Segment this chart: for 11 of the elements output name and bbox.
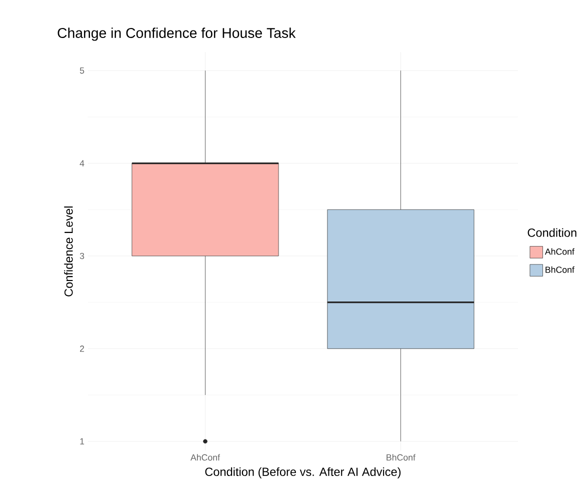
y-tick-label: 1	[80, 438, 84, 444]
y-tick-label: 2	[80, 346, 84, 352]
chart-title: Change in Confidence for House Task	[58, 28, 296, 41]
legend-label: BhConf	[546, 266, 574, 273]
y-tick-label: 3	[80, 252, 84, 260]
x-axis-title: Condition (Before vs. After AI Advice)	[205, 467, 401, 478]
legend-label: AhConf	[544, 248, 574, 255]
y-tick-label: 5	[80, 68, 84, 74]
y-axis-title: Confidence Level	[64, 206, 73, 296]
legend-title: Condition	[528, 228, 576, 237]
y-tick-label: 4	[80, 160, 84, 166]
